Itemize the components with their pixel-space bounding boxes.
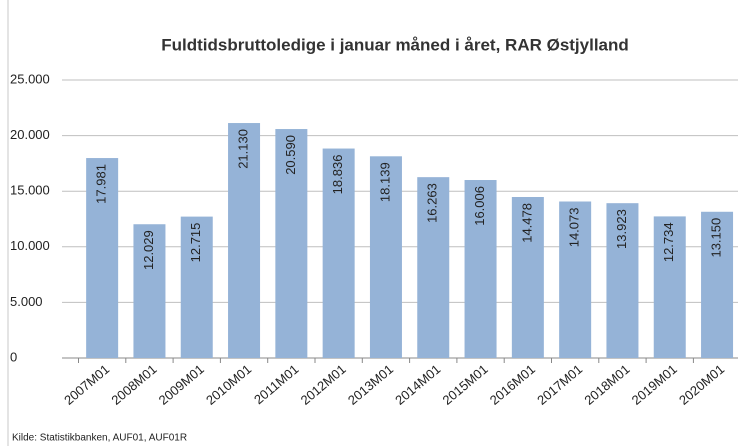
value-label: 12.029 [141,230,156,270]
value-label: 14.073 [567,208,582,248]
value-label: 20.590 [283,135,298,175]
bar [464,180,497,358]
x-tick-label: 2008M01 [108,361,159,407]
y-tick-label: 20.000 [10,127,50,142]
value-label: 13.150 [708,218,723,258]
x-tick-label: 2020M01 [676,361,727,407]
bar [228,123,261,359]
y-tick-label: 10.000 [10,238,50,253]
value-label: 14.478 [519,203,534,243]
chart-title: Fuldtidsbruttoledige i januar måned i år… [161,35,629,54]
value-label: 16.263 [425,183,440,223]
y-tick-label: 15.000 [10,183,50,198]
x-tick-label: 2015M01 [440,361,491,407]
value-label: 18.139 [377,162,392,202]
bar [369,156,402,358]
x-tick-label: 2011M01 [251,361,301,407]
x-tick-label: 2017M01 [534,361,585,407]
bar [559,201,592,358]
bar [133,224,166,358]
x-tick-label: 2019M01 [629,361,680,407]
source-note: Kilde: Statistikbanken, AUF01, AUF01R [12,433,187,444]
x-tick-label: 2016M01 [487,361,538,407]
bar [86,158,119,358]
x-tick-label: 2007M01 [61,361,112,407]
bar [511,197,544,358]
y-tick-label: 25.000 [10,71,50,86]
bar [653,216,686,358]
x-tick-label: 2014M01 [392,361,443,407]
bar [417,177,450,358]
bar [606,203,639,358]
x-tick-label: 2013M01 [345,361,396,407]
x-tick-label: 2018M01 [581,361,632,407]
value-label: 18.836 [330,155,345,195]
value-label: 12.734 [661,222,676,262]
x-tick-label: 2010M01 [203,361,254,407]
value-label: 17.981 [94,164,109,204]
value-label: 12.715 [188,223,203,263]
x-tick-label: 2009M01 [156,361,207,407]
y-tick-label: 0 [10,349,17,364]
value-label: 13.923 [614,209,629,249]
bar [275,129,308,358]
value-label: 16.006 [472,186,487,226]
y-tick-label: 5.000 [10,294,43,309]
bar [180,216,213,358]
value-label: 21.130 [235,129,250,169]
bar [322,148,355,358]
x-tick-label: 2012M01 [298,361,349,407]
bar [701,211,734,358]
